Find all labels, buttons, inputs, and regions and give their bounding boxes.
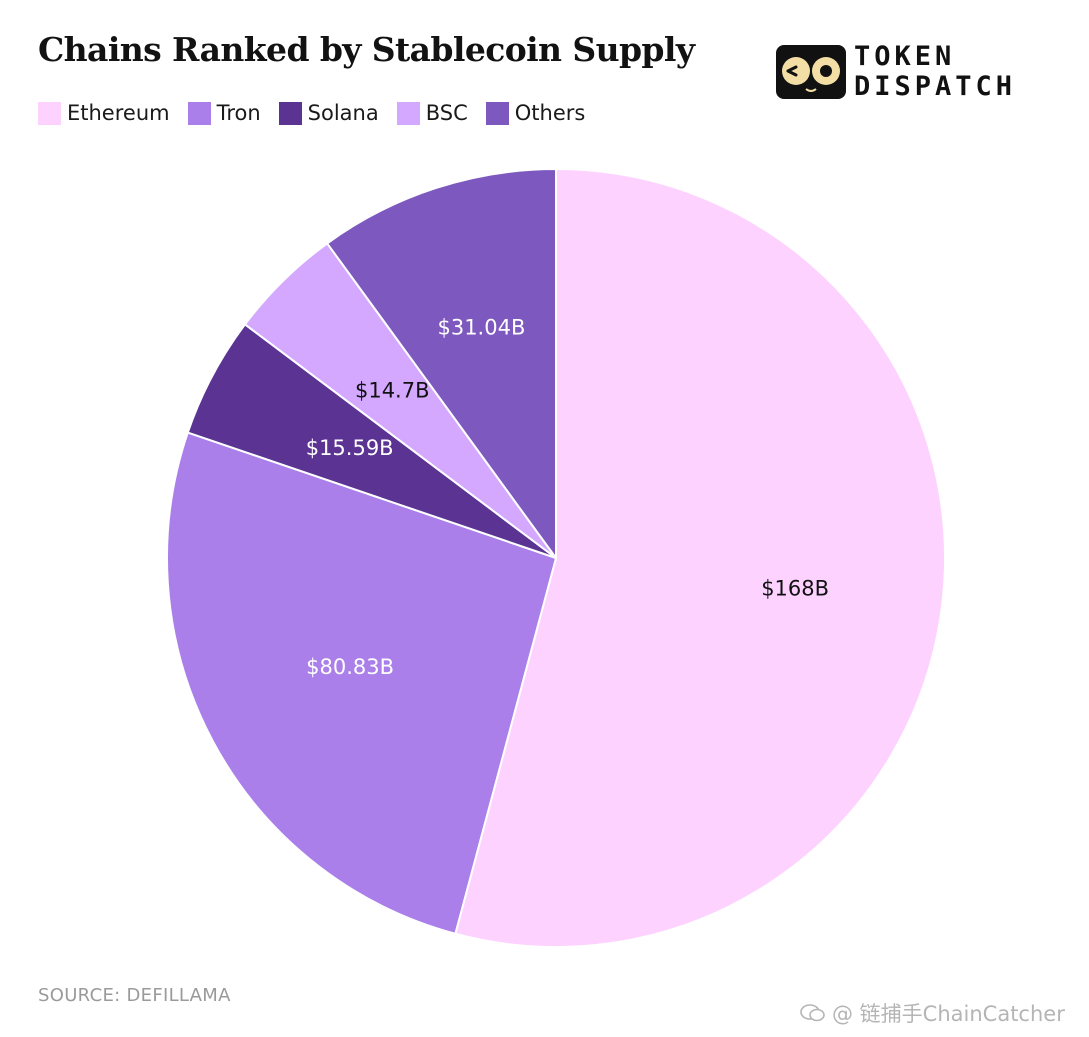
legend-swatch-solana (278, 101, 302, 125)
legend-swatch-ethereum (38, 101, 61, 125)
pie-slice-ethereum (454, 167, 946, 948)
legend-item-bsc: BSC (396, 101, 468, 125)
chart-title: Chains Ranked by Stablecoin Supply (38, 30, 695, 69)
pie-slice-tron (166, 431, 558, 935)
legend-label-solana: Solana (307, 101, 379, 125)
logo-line-2: DISPATCH (854, 71, 1017, 102)
slice-label-solana: $15.59B (306, 436, 394, 460)
wechat-icon (800, 1004, 825, 1022)
watermark-text: @ 链捕手ChainCatcher (832, 1002, 1065, 1026)
slice-label-tron: $80.83B (306, 655, 394, 679)
legend-item-ethereum: Ethereum (38, 101, 170, 125)
goggles-icon (776, 45, 846, 99)
legend: Ethereum Tron Solana BSC Others (38, 101, 585, 125)
slice-label-others: $31.04B (437, 316, 525, 340)
legend-swatch-tron (187, 101, 211, 125)
legend-swatch-others (485, 101, 509, 125)
legend-item-tron: Tron (187, 101, 261, 125)
source-note: SOURCE: DEFILLAMA (38, 985, 231, 1006)
slice-label-ethereum: $168B (761, 576, 829, 600)
legend-swatch-bsc (396, 101, 420, 125)
legend-label-bsc: BSC (425, 101, 468, 125)
logo-line-1: TOKEN (854, 41, 956, 72)
slice-label-bsc: $14.7B (355, 379, 430, 403)
pie-slice-others (325, 167, 557, 562)
legend-label-ethereum: Ethereum (67, 101, 170, 125)
legend-item-solana: Solana (278, 101, 379, 125)
legend-item-others: Others (485, 101, 586, 125)
legend-label-others: Others (514, 101, 586, 125)
token-dispatch-logo: TOKEN DISPATCH (776, 42, 1016, 102)
watermark: @ 链捕手ChainCatcher (800, 998, 1065, 1028)
legend-label-tron: Tron (216, 101, 261, 125)
logo-wordmark: TOKEN DISPATCH (854, 42, 1016, 102)
